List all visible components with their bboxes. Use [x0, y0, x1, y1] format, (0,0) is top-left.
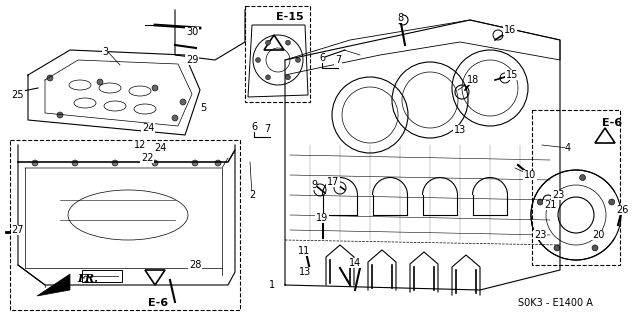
Text: 14: 14 [349, 258, 361, 268]
Circle shape [32, 160, 38, 166]
Text: 23: 23 [534, 230, 546, 240]
Circle shape [97, 79, 103, 85]
Circle shape [57, 112, 63, 118]
Text: S0K3 - E1400 A: S0K3 - E1400 A [518, 298, 593, 308]
Circle shape [285, 75, 291, 80]
Text: 29: 29 [186, 55, 198, 65]
Text: 28: 28 [189, 260, 201, 270]
Text: 23: 23 [552, 190, 564, 200]
Text: 25: 25 [12, 90, 24, 100]
Text: 16: 16 [504, 25, 516, 35]
Circle shape [152, 85, 158, 91]
Text: E-15: E-15 [276, 12, 304, 22]
Bar [82, 270, 122, 282]
Text: 13: 13 [299, 267, 311, 277]
Circle shape [112, 160, 118, 166]
Bar [532, 110, 620, 265]
Text: 10: 10 [524, 170, 536, 180]
Circle shape [266, 40, 271, 45]
Text: FR.: FR. [77, 272, 98, 284]
Text: 12: 12 [134, 140, 146, 150]
Circle shape [180, 99, 186, 105]
Text: 6: 6 [319, 53, 325, 63]
Text: 4: 4 [565, 143, 571, 153]
Text: 17: 17 [327, 177, 339, 187]
Circle shape [266, 75, 271, 80]
Text: 30: 30 [186, 27, 198, 37]
Text: 7: 7 [335, 55, 341, 65]
Bar [10, 140, 240, 310]
Text: 22: 22 [141, 153, 153, 163]
Circle shape [72, 160, 78, 166]
Text: 3: 3 [102, 47, 108, 57]
Circle shape [554, 245, 560, 251]
Circle shape [609, 199, 614, 205]
Circle shape [192, 160, 198, 166]
Text: E-6: E-6 [602, 118, 622, 128]
Text: 27: 27 [12, 225, 24, 235]
Text: 19: 19 [316, 213, 328, 223]
Text: 6: 6 [251, 122, 257, 132]
Polygon shape [37, 274, 70, 296]
Circle shape [47, 75, 53, 81]
Text: 5: 5 [200, 103, 206, 113]
Text: 11: 11 [298, 246, 310, 256]
Text: 8: 8 [397, 13, 403, 23]
Circle shape [255, 57, 260, 63]
Text: E-6: E-6 [148, 298, 168, 308]
Text: 24: 24 [142, 123, 154, 133]
Text: 9: 9 [311, 180, 317, 190]
Circle shape [285, 40, 291, 45]
Circle shape [296, 57, 301, 63]
Text: 26: 26 [616, 205, 628, 215]
Circle shape [592, 245, 598, 251]
Circle shape [215, 160, 221, 166]
Text: 21: 21 [544, 200, 556, 210]
Text: 20: 20 [592, 230, 604, 240]
Text: 24: 24 [154, 143, 166, 153]
Circle shape [172, 115, 178, 121]
Circle shape [152, 160, 158, 166]
Text: 1: 1 [269, 280, 275, 290]
Text: 2: 2 [249, 190, 255, 200]
Circle shape [538, 199, 543, 205]
Bar [245, 6, 310, 102]
Text: 13: 13 [454, 125, 466, 135]
Text: 7: 7 [264, 124, 270, 134]
Text: 15: 15 [506, 70, 518, 80]
Text: 18: 18 [467, 75, 479, 85]
Circle shape [580, 174, 586, 181]
